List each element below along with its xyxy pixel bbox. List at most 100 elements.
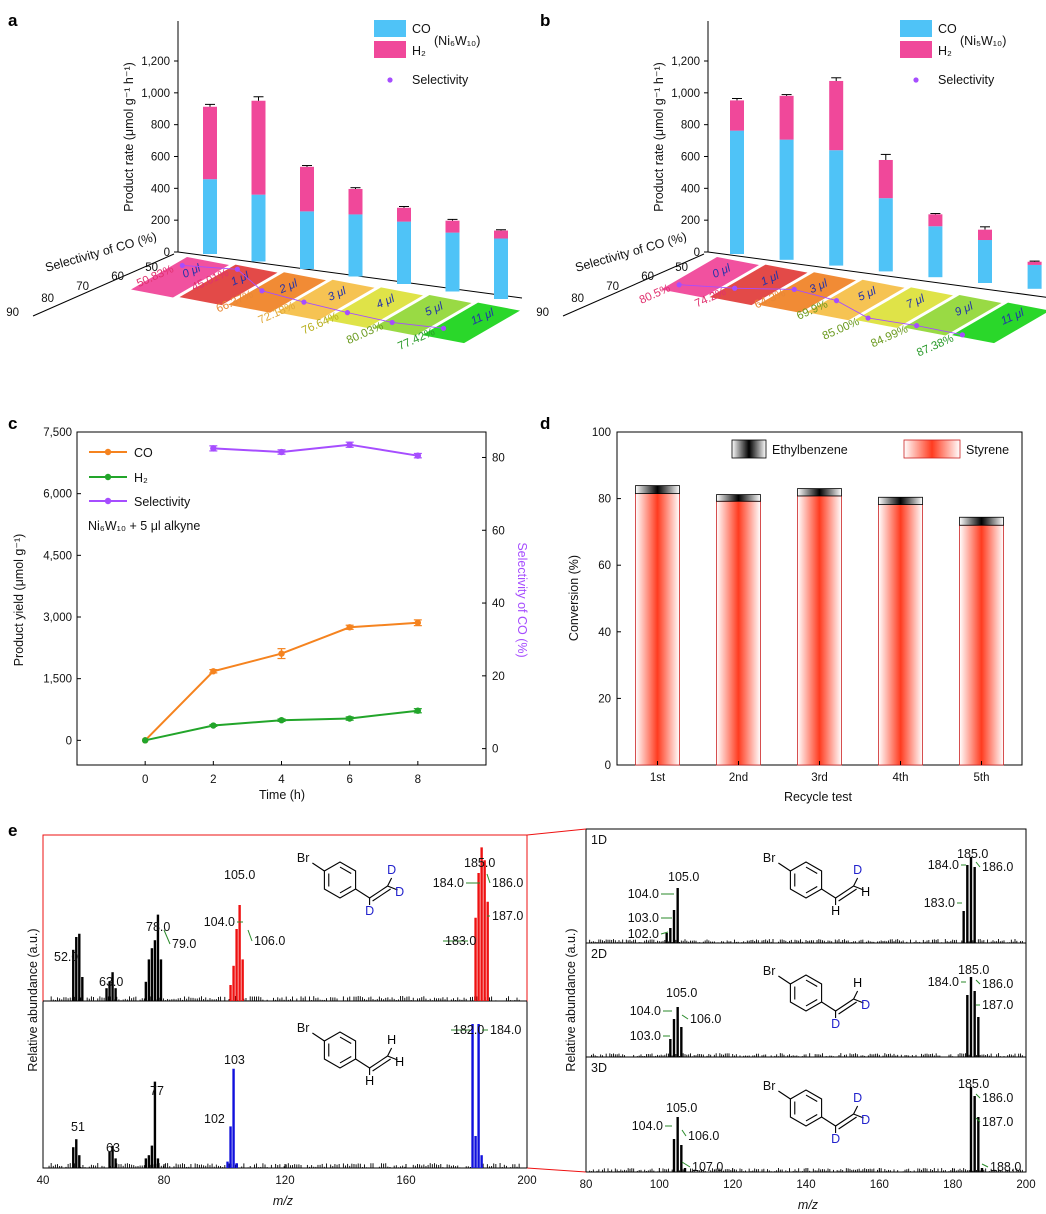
d-xtick-label: 3rd [811, 772, 828, 784]
rate-tick-label: 600 [151, 152, 170, 164]
e-mol-h: H [831, 904, 840, 918]
panel-b-chart: 0 200 400 600 800 1,000 1,200 Product rate (μmo… [536, 20, 1046, 359]
c-legend-h2: H₂ [134, 471, 148, 485]
e-leader [681, 1129, 687, 1137]
c-point-1 [141, 737, 149, 744]
sel-lane-3 [276, 279, 375, 321]
e-leader [681, 1161, 691, 1168]
d-bar-ethyl-2 [797, 488, 842, 497]
e-peak-label: 187.0 [982, 998, 1013, 1012]
d-xlabel: Recycle test [784, 790, 853, 804]
panel-label-e: e [8, 821, 17, 840]
e-leader [975, 1093, 981, 1099]
d-ytick-label: 20 [598, 693, 611, 705]
c-legend-co: CO [134, 446, 153, 460]
e-peak-label: 104.0 [204, 915, 235, 929]
c-point-0 [210, 668, 217, 675]
d-xtick-label: 1st [650, 772, 666, 784]
e-peak-label: 79.0 [172, 937, 196, 951]
legend-co: CO [412, 22, 431, 36]
c-xtick-label: 8 [415, 774, 421, 786]
e-leader [975, 1117, 981, 1123]
bar-co-3 [878, 198, 893, 272]
e-mol-bond [853, 990, 859, 1000]
bar-h2-6 [1027, 261, 1042, 265]
bar-co-0 [203, 179, 217, 254]
c-xtick-label: 4 [278, 774, 285, 786]
e-xtick-left-label: 160 [396, 1175, 415, 1187]
bar-co-5 [445, 232, 460, 292]
e-leader [981, 1163, 989, 1168]
e-mol-bond [778, 975, 791, 985]
e-mol-br: Br [763, 851, 776, 865]
panel-d-chart: 0 20 40 60 80 100 1st 2nd 3rd 4th 5th [592, 427, 1023, 784]
e-mol-d: D [365, 904, 374, 918]
e-peak-label: 102 [204, 1112, 225, 1126]
sel-tick-label: 60 [111, 271, 124, 283]
e-peak-label: 186.0 [982, 860, 1013, 874]
bar-h2-3 [878, 159, 893, 199]
c-ytick-label: 3,000 [43, 612, 72, 624]
e-xtick-right-label: 100 [650, 1179, 669, 1191]
legend-catalyst: (Ni₆W₁₀) [434, 34, 480, 48]
sel-tick-label: 70 [606, 281, 619, 293]
e-mol-bond [372, 888, 391, 902]
sel-tick-label: 90 [536, 307, 549, 319]
sel-point-5 [913, 323, 920, 329]
e-ylabel-right: Relative abundance (a.u.) [564, 928, 578, 1071]
sel-lane-6 [422, 302, 520, 344]
bar-co-4 [928, 226, 943, 278]
c-legend-marker [104, 448, 112, 456]
rate-tick-label: 1,000 [141, 88, 170, 100]
legend-sel: Selectivity [412, 73, 469, 87]
e-mol-dbond [805, 886, 818, 894]
sel-value-6: 87.38% [915, 333, 956, 360]
e-mol-d: D [387, 863, 396, 877]
e-mol-bond [835, 998, 854, 1012]
sel-value-5: 84.99% [869, 323, 910, 350]
rate-tick-label: 600 [681, 152, 700, 164]
e-peak-label: 182.0 [453, 1023, 484, 1037]
d-legend-ethyl-swatch [731, 439, 767, 459]
e-xtick-right-label: 120 [723, 1179, 742, 1191]
e-sub-2d: 2D [591, 947, 607, 961]
rate-tick-label: 400 [681, 183, 700, 195]
bar-h2-2 [300, 166, 314, 212]
e-leader [975, 979, 981, 985]
bar-h2-5 [445, 220, 460, 233]
e-peak-label: 106.0 [690, 1012, 721, 1026]
e-mol-bond [853, 1113, 864, 1119]
d-ylabel: Conversion (%) [567, 555, 581, 641]
e-peak-label: 51 [71, 1120, 85, 1134]
e-leader [247, 929, 253, 942]
d-xtick-label: 5th [974, 772, 990, 784]
c-line-2 [213, 443, 418, 457]
e-peak-label: 104.0 [632, 1119, 663, 1133]
rate-tick-label: 1,200 [671, 56, 700, 68]
e-xtick-right-label: 160 [870, 1179, 889, 1191]
e-peak-label: 105.0 [668, 870, 699, 884]
sel-tick-label: 60 [641, 271, 654, 283]
e-peak-label: 184.0 [433, 876, 464, 890]
sel-lane-1 [179, 264, 278, 306]
e-mol-d: D [853, 863, 862, 877]
rate-tick-label: 200 [681, 215, 700, 227]
e-peak-label: 78.0 [146, 920, 170, 934]
rate-axis-label: Product rate (μmol g⁻¹ h⁻¹) [122, 62, 136, 212]
e-peak-label: 105.0 [224, 868, 255, 882]
e-mol-h: H [365, 1074, 374, 1088]
e-peak-label: 185.0 [957, 847, 988, 861]
e-mol-d: D [831, 1132, 840, 1146]
e-peak-label: 77 [150, 1084, 164, 1098]
e-mol-bond [369, 1055, 388, 1069]
e-leader [486, 873, 491, 884]
e-peak-label: 102.0 [628, 927, 659, 941]
bar-co-3 [348, 214, 363, 277]
legend-sel: Selectivity [938, 73, 995, 87]
d-legend-ethyl: Ethylbenzene [772, 443, 848, 457]
bar-h2-5 [978, 229, 992, 241]
e-mol-dbond [805, 979, 818, 987]
bar-co-4 [397, 221, 411, 284]
e-mol-bond [835, 885, 854, 899]
